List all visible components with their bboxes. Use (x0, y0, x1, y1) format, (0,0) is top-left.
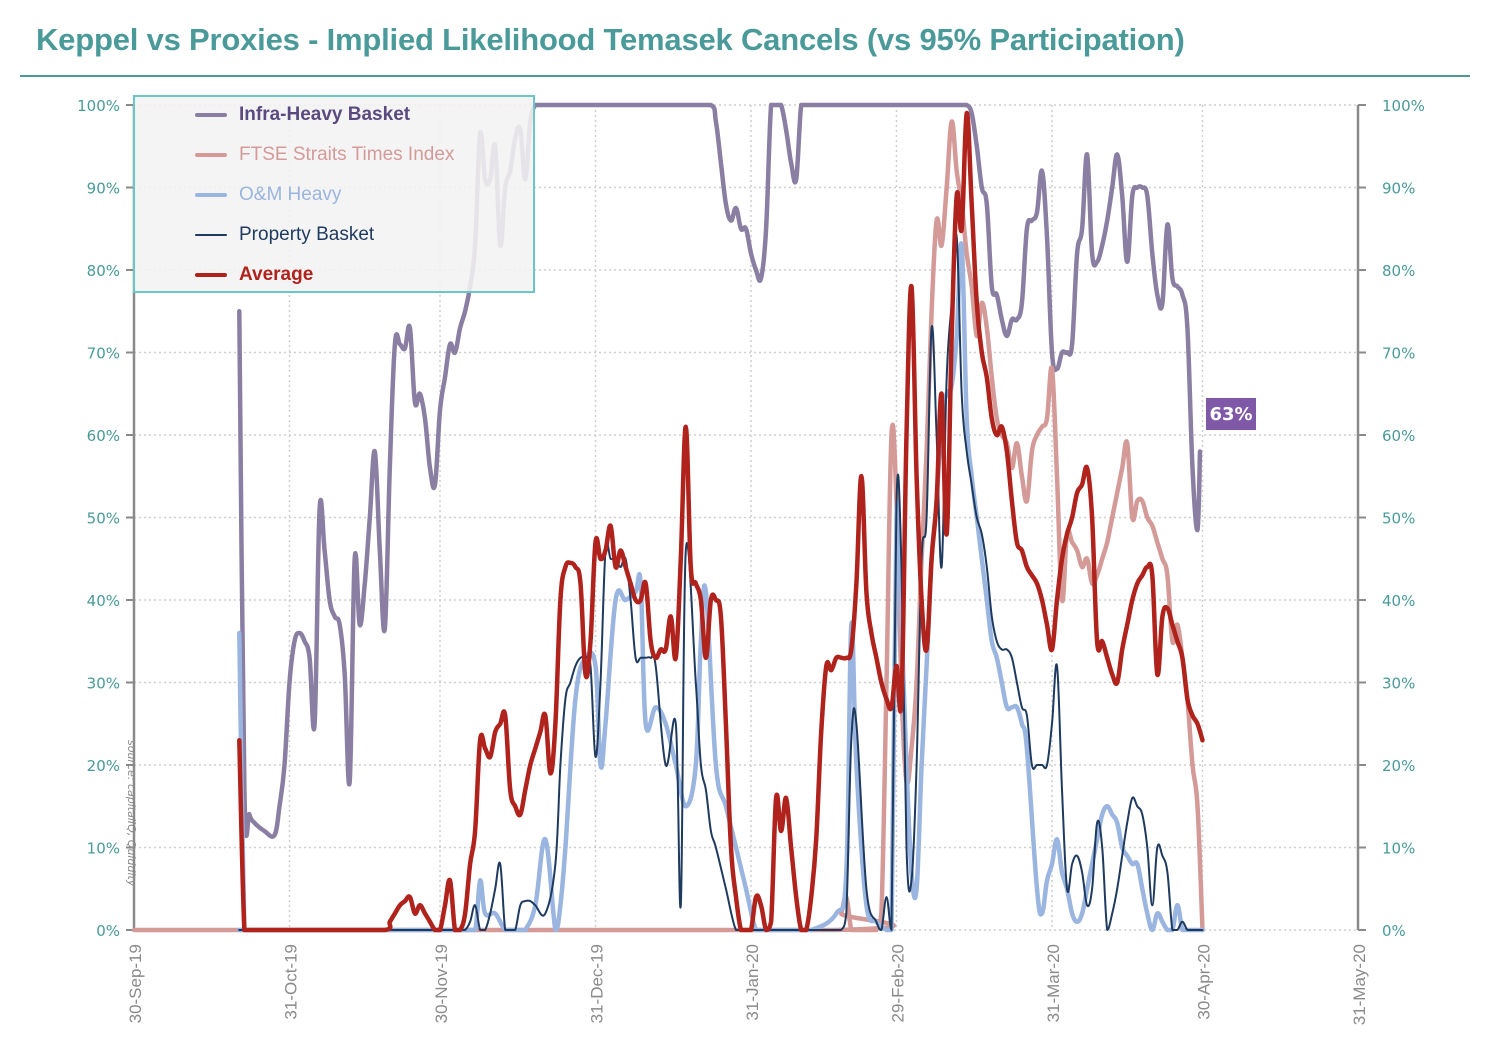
y-tick-label-right: 100% (1382, 97, 1425, 115)
y-tick-label-right: 10% (1382, 840, 1415, 858)
y-tick-label-right: 60% (1382, 427, 1415, 445)
series-line-property-basket (238, 233, 1204, 932)
y-tick-label-right: 30% (1382, 675, 1415, 693)
x-tick-label: 30-Apr-20 (1194, 944, 1213, 1020)
x-tick-label: 31-Oct-19 (282, 944, 301, 1020)
x-tick-label: 31-May-20 (1350, 944, 1369, 1025)
x-tick-label: 31-Dec-19 (588, 944, 607, 1023)
legend-item-property-basket: Property Basket (195, 222, 374, 248)
x-tick-label: 31-Jan-20 (743, 944, 762, 1021)
legend-label: Infra-Heavy Basket (239, 104, 411, 125)
series-lines (131, 102, 1205, 933)
x-tick-label: 30-Sep-19 (126, 944, 145, 1023)
y-tick-label-left: 10% (87, 840, 120, 858)
legend-item-oandm-heavy: O&M Heavy (195, 182, 341, 208)
x-axis-labels: 30-Sep-19 31-Oct-19 30-Nov-19 31-Dec-19 31-J… (126, 944, 1369, 1025)
y-tick-label-left: 40% (87, 592, 120, 610)
series-line-average (237, 111, 1205, 933)
source-note: source: capitalIQ, Quiddity (125, 740, 138, 887)
y-tick-label-right: 70% (1382, 345, 1415, 363)
legend-swatch (195, 113, 227, 117)
y-tick-label-left: 0% (96, 922, 120, 940)
y-tick-label-right: 0% (1382, 922, 1406, 940)
series-line-oandm-heavy (236, 241, 1205, 933)
y-tick-label-left: 20% (87, 757, 120, 775)
y-tick-label-right: 80% (1382, 262, 1415, 280)
chart-title: Keppel vs Proxies - Implied Likelihood T… (36, 22, 1185, 57)
x-tick-label: 31-Mar-20 (1044, 944, 1063, 1022)
legend: Infra-Heavy Basket FTSE Straits Times Ind… (133, 95, 535, 293)
legend-swatch (195, 234, 227, 236)
y-tick-label-right: 50% (1382, 510, 1415, 528)
y-tick-label-left: 90% (87, 180, 120, 198)
legend-item-infra-heavy-basket: Infra-Heavy Basket (195, 102, 410, 128)
title-underline (20, 75, 1470, 77)
legend-swatch (195, 153, 227, 157)
gridlines (134, 104, 1358, 931)
y-tick-label-right: 90% (1382, 180, 1415, 198)
legend-item-ftse-straits-times-index: FTSE Straits Times Index (195, 142, 454, 168)
y-axis-left-labels: 0% 10% 20% 30% 40% 50% 60% 70% 80% 90% 100% (77, 97, 120, 940)
y-axis-right-labels: 0% 10% 20% 30% 40% 50% 60% 70% 80% 90% 100% (1382, 97, 1425, 940)
y-tick-label-left: 50% (87, 510, 120, 528)
x-tick-label: 29-Feb-20 (888, 944, 907, 1022)
y-tick-label-left: 60% (87, 427, 120, 445)
legend-label: O&M Heavy (239, 184, 342, 205)
y-tick-label-left: 100% (77, 97, 120, 115)
legend-label: Average (239, 264, 314, 285)
last-value-badge: 63% (1206, 398, 1256, 430)
legend-label: Property Basket (239, 224, 375, 245)
y-tick-label-left: 80% (87, 262, 120, 280)
y-tick-label-right: 40% (1382, 592, 1415, 610)
y-tick-label-left: 30% (87, 675, 120, 693)
x-tick-label: 30-Nov-19 (432, 944, 451, 1023)
y-tick-label-right: 20% (1382, 757, 1415, 775)
legend-swatch (195, 273, 227, 277)
legend-item-average: Average (195, 262, 313, 288)
y-tick-label-left: 70% (87, 345, 120, 363)
legend-swatch (195, 193, 227, 197)
legend-label: FTSE Straits Times Index (239, 144, 455, 165)
series-line-infra-heavy-basket (237, 102, 1203, 839)
